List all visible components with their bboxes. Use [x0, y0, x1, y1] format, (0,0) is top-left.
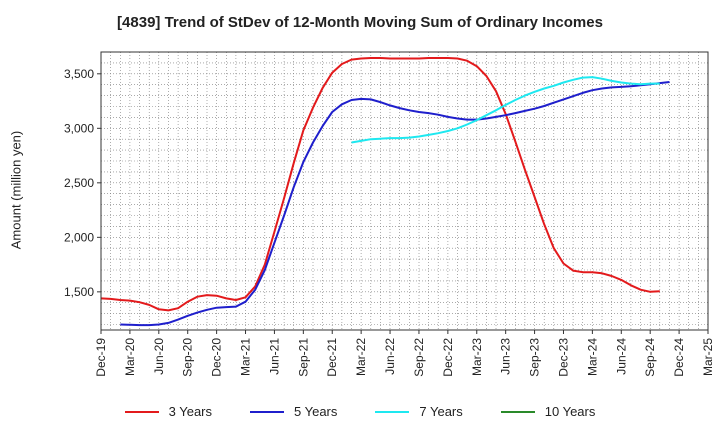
y-tick-label: 3,500: [64, 67, 94, 81]
x-tick-label: Sep-24: [643, 338, 657, 377]
x-tick-label: Dec-19: [94, 338, 108, 377]
x-tick-label: Jun-22: [383, 338, 397, 375]
legend-item-3-years: 3 Years: [124, 404, 212, 419]
x-tick-label: Sep-22: [412, 338, 426, 377]
plot-frame: [100, 51, 709, 331]
legend-label-10-years: 10 Years: [544, 404, 596, 419]
x-tick-label: Dec-20: [210, 338, 224, 377]
y-tick-label: 2,000: [64, 230, 94, 244]
x-tick-label: Mar-24: [585, 338, 599, 376]
x-tick-label: Sep-20: [181, 338, 195, 377]
series-layer: [100, 57, 670, 327]
grid-layer: [101, 52, 708, 330]
x-tick-label: Sep-23: [528, 338, 542, 377]
series-line-7-years: [351, 76, 660, 144]
x-tick-label: Jun-23: [499, 338, 513, 375]
legend-item-10-years: 10 Years: [500, 404, 596, 419]
legend-swatch-3-years: [124, 410, 159, 413]
x-tick-label: Dec-23: [557, 338, 571, 377]
y-tick-label: 3,000: [64, 121, 94, 135]
x-tick-label: Mar-25: [701, 338, 715, 376]
x-tick-label: Mar-20: [123, 338, 137, 376]
legend-label-3-years: 3 Years: [168, 404, 212, 419]
x-tick-label: Dec-24: [672, 338, 686, 377]
legend-item-7-years: 7 Years: [375, 404, 463, 419]
legend-swatch-10-years: [500, 410, 535, 413]
x-tick-label: Jun-20: [152, 338, 166, 375]
y-tick-label: 1,500: [64, 285, 94, 299]
legend-label-5-years: 5 Years: [294, 404, 338, 419]
series-line-3-years: [100, 57, 660, 312]
x-tick-label: Dec-22: [441, 338, 455, 377]
axis-layer: 1,500 2,000 2,500 3,000 3,500 Dec-19 Mar-20 Jun…: [64, 51, 715, 377]
y-tick-label: 2,500: [64, 176, 94, 190]
x-tick-label: Mar-23: [470, 338, 484, 376]
x-tick-label: Dec-21: [325, 338, 339, 377]
x-tick-label: Mar-22: [354, 338, 368, 376]
chart-title: [4839] Trend of StDev of 12-Month Moving…: [117, 14, 603, 31]
x-tick-label: Jun-24: [614, 338, 628, 375]
legend-item-5-years: 5 Years: [250, 404, 337, 419]
legend-label-7-years: 7 Years: [419, 404, 463, 419]
x-tick-label: Jun-21: [267, 338, 281, 375]
x-tick-label: Mar-21: [239, 338, 253, 376]
series-line-5-years: [120, 81, 670, 327]
legend-swatch-7-years: [375, 410, 410, 413]
x-tick-label: Sep-21: [296, 338, 310, 377]
legend-swatch-5-years: [250, 410, 284, 413]
legend: 3 Years 5 Years 7 Years 10 Years: [0, 404, 720, 419]
